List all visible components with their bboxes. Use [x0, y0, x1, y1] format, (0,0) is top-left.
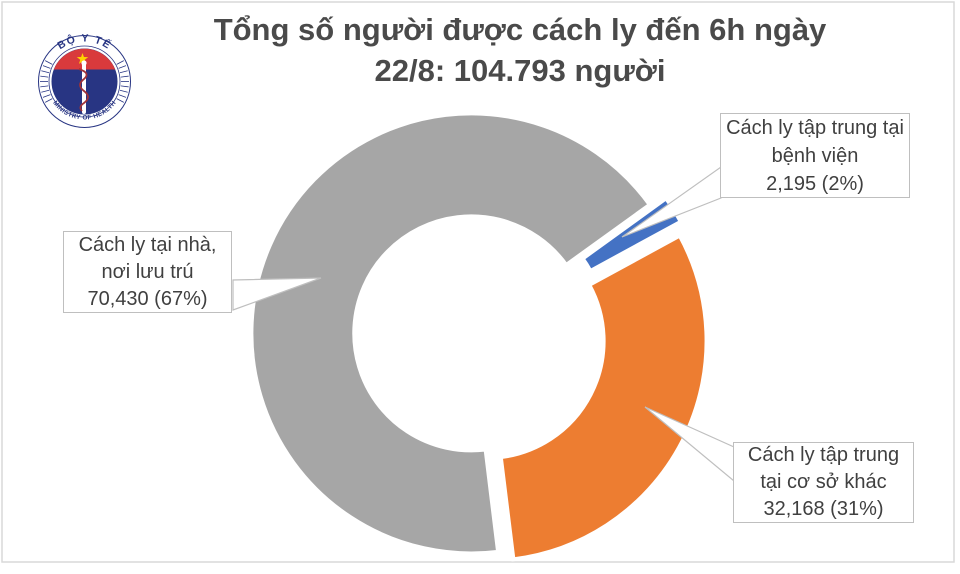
chart-title: Tổng số người được cách ly đến 6h ngày 2…: [130, 10, 910, 92]
callout-other-line1: Cách ly tập trung: [747, 444, 900, 466]
pie-slice-other: [498, 232, 709, 562]
chart-title-line2: 22/8: 104.793 người: [374, 52, 666, 88]
callout-other-value: 32,168 (31%): [763, 498, 884, 520]
callout-home-line2: nơi lưu trú: [101, 260, 194, 283]
donut-slices: [249, 111, 709, 562]
callout-home-quarantine: Cách ly tại nhà, nơi lưu trú 70,430 (67%…: [63, 231, 232, 313]
callout-hospital-value: 2,195 (2%): [766, 172, 864, 195]
callout-pointer-home: [232, 277, 322, 311]
pie-slice-home: [249, 111, 653, 556]
chart-title-line1: Tổng số người được cách ly đến 6h ngày: [213, 12, 827, 47]
ministry-of-health-logo: BỘ Y TẾ MINISTRY OF HEALTH: [38, 32, 131, 128]
staff-head: [81, 60, 87, 66]
callout-hospital-line1: Cách ly tập trung tại: [726, 116, 904, 139]
callout-hospital-quarantine: Cách ly tập trung tại bệnh viện 2,195 (2…: [720, 113, 910, 198]
callout-home-value: 70,430 (67%): [87, 287, 208, 310]
logo-hatch-ticks: [40, 60, 129, 103]
callout-hospital-line2: bệnh viện: [771, 144, 859, 167]
callout-other-line2: tại cơ sở khác: [760, 471, 887, 493]
callout-home-line1: Cách ly tại nhà,: [78, 233, 217, 256]
callout-other-facility-quarantine: Cách ly tập trung tại cơ sở khác 32,168 …: [733, 442, 914, 523]
chart-frame: [1, 1, 955, 563]
star-icon: [76, 53, 89, 64]
logo-inner-ring: [48, 45, 121, 118]
snake-icon: [78, 68, 89, 112]
